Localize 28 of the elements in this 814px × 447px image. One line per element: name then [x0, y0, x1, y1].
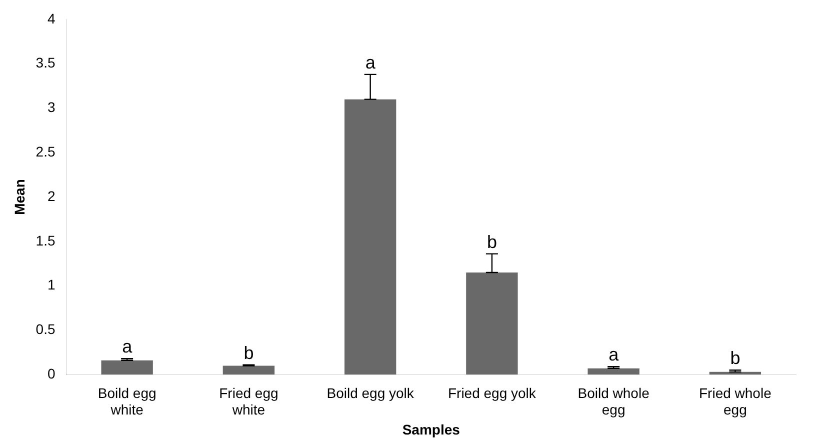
x-tick-label: Fried egg white	[219, 384, 278, 418]
y-tick-label: 2	[47, 188, 56, 204]
x-tick-label: Boild egg white	[98, 384, 156, 418]
annotation: b	[486, 232, 497, 252]
bar	[588, 368, 640, 375]
annotation: a	[365, 52, 376, 72]
y-axis-title: Mean	[11, 179, 28, 215]
bar	[101, 360, 153, 375]
bar	[344, 99, 396, 375]
annotation: a	[122, 336, 134, 357]
y-tick-label: 3.5	[36, 54, 56, 71]
y-tick-label: 4	[47, 10, 56, 26]
annotation: b	[244, 342, 254, 363]
x-tick-label: Boild whole egg	[578, 384, 650, 418]
x-tick-label: Boild egg yolk	[326, 384, 415, 401]
y-tick-label: 1	[47, 276, 56, 293]
bar	[222, 366, 275, 375]
annotation: b	[730, 348, 740, 368]
y-tick-label: 1.5	[36, 232, 56, 248]
y-tick-label: 0.5	[36, 321, 56, 338]
y-tick-label: 3	[47, 99, 56, 116]
bar	[466, 272, 518, 375]
x-axis-title: Samples	[402, 421, 460, 438]
x-tick-label: Fried whole egg	[699, 384, 772, 418]
y-tick-label: 2.5	[36, 143, 56, 160]
y-tick-label: 0	[47, 365, 56, 382]
x-tick-label: Fried egg yolk	[448, 384, 537, 401]
annotation: a	[608, 344, 620, 365]
